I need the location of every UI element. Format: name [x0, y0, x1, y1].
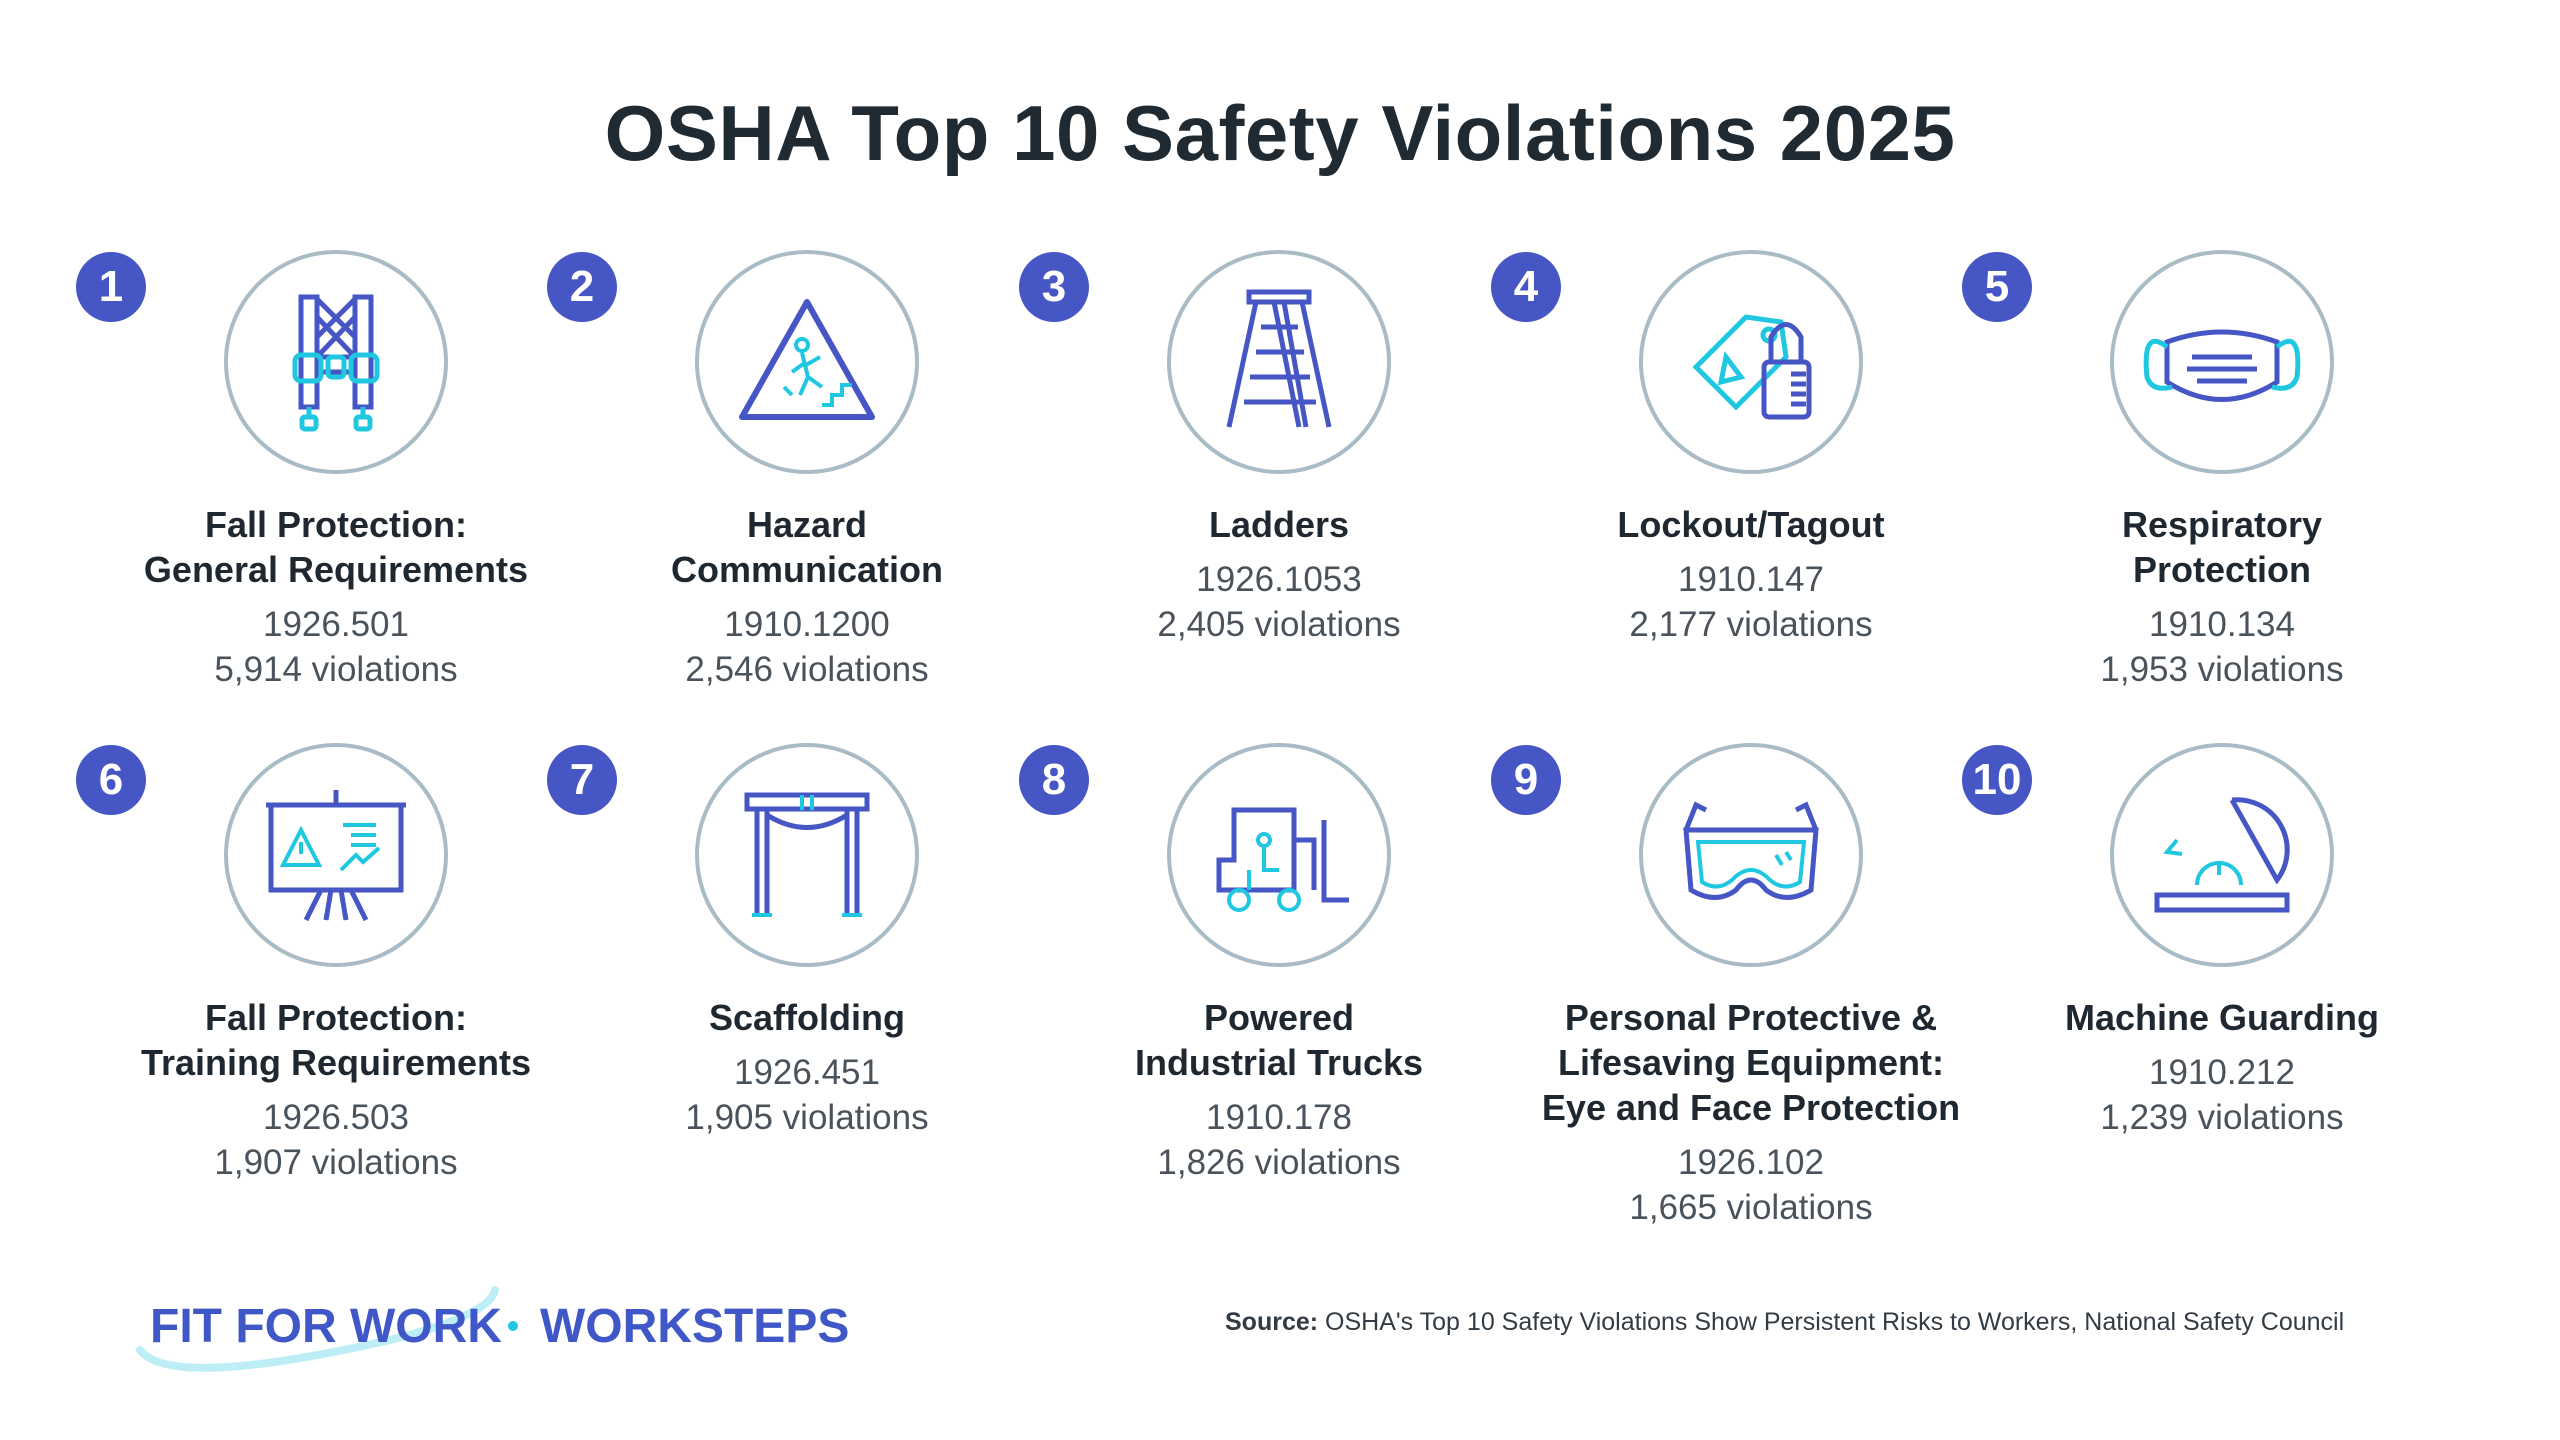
saw-guard-icon — [2154, 797, 2290, 913]
violation-name-line: Communication — [670, 549, 943, 590]
rank-badge: 9 — [1491, 745, 1561, 815]
violation-name-line: Ladders — [1208, 504, 1350, 545]
violation-label: Ladders 1926.1053 2,405 violations — [1049, 502, 1509, 647]
standard-code: 1910.212 — [2149, 1053, 2295, 1092]
violation-count: 2,405 violations — [1157, 605, 1401, 644]
rank-badge: 4 — [1491, 252, 1561, 322]
violation-name-line: General Requirements — [143, 549, 529, 590]
standard-code: 1926.451 — [734, 1053, 880, 1092]
mask-icon — [2143, 329, 2301, 402]
violation-count: 5,914 violations — [214, 650, 458, 689]
rank-badge: 5 — [1962, 252, 2032, 322]
safety-goggles-icon — [1683, 801, 1819, 900]
icon-circle — [224, 743, 448, 967]
violation-label: Hazard Communication 1910.1200 2,546 viol… — [577, 502, 1037, 692]
standard-code: 1926.503 — [263, 1098, 409, 1137]
standard-code: 1910.1200 — [724, 605, 890, 644]
rank-badge: 8 — [1019, 745, 1089, 815]
icon-circle — [2110, 250, 2334, 474]
presentation-board-icon — [266, 790, 406, 922]
icon-circle — [1639, 743, 1863, 967]
violation-name-line: Powered — [1203, 997, 1355, 1038]
standard-code: 1910.134 — [2149, 605, 2295, 644]
violation-name-line: Scaffolding — [709, 997, 905, 1038]
violation-name-line: Respiratory — [2121, 504, 2323, 545]
violation-count: 1,239 violations — [2100, 1098, 2344, 1137]
violation-name-line: Industrial Trucks — [1134, 1042, 1424, 1083]
icon-circle — [2110, 743, 2334, 967]
standard-code: 1910.147 — [1678, 560, 1824, 599]
source-citation: Source: OSHA's Top 10 Safety Violations … — [1225, 1308, 2344, 1337]
violation-count: 1,826 violations — [1157, 1143, 1401, 1182]
violation-count: 1,907 violations — [214, 1143, 458, 1182]
violation-label: Scaffolding 1926.451 1,905 violations — [577, 995, 1037, 1140]
source-text: OSHA's Top 10 Safety Violations Show Per… — [1318, 1308, 2345, 1336]
violation-label: Personal Protective & Lifesaving Equipmen… — [1521, 995, 1981, 1230]
ladder-icon — [1226, 289, 1332, 428]
violation-label: Respiratory Protection 1910.134 1,953 vio… — [1992, 502, 2452, 692]
icon-circle — [695, 250, 919, 474]
violation-count: 2,546 violations — [685, 650, 929, 689]
hazard-sign-icon — [739, 299, 875, 420]
violation-label: Powered Industrial Trucks 1910.178 1,826 … — [1049, 995, 1509, 1185]
rank-badge: 1 — [76, 252, 146, 322]
violation-label: Machine Guarding 1910.212 1,239 violatio… — [1992, 995, 2452, 1140]
violation-name-line: Protection — [2132, 549, 2311, 590]
violation-name-line: Lockout/Tagout — [1617, 504, 1885, 545]
icon-circle — [1639, 250, 1863, 474]
violation-label: Fall Protection: General Requirements 192… — [106, 502, 566, 692]
rank-badge: 3 — [1019, 252, 1089, 322]
violation-count: 1,665 violations — [1629, 1188, 1873, 1227]
violation-name-line: Fall Protection: — [204, 997, 468, 1038]
violation-name-line: Eye and Face Protection — [1541, 1087, 1961, 1128]
standard-code: 1926.501 — [263, 605, 409, 644]
logo-fit-for-work: FIT FOR WORK — [150, 1300, 502, 1353]
violation-count: 1,905 violations — [685, 1098, 929, 1137]
violation-name-line: Lifesaving Equipment: — [1557, 1042, 1945, 1083]
violation-count: 2,177 violations — [1629, 605, 1873, 644]
scaffold-icon — [744, 792, 870, 917]
logo-worksteps: WORKSTEPS — [540, 1300, 849, 1353]
violation-name-line: Hazard — [746, 504, 868, 545]
icon-circle — [1167, 250, 1391, 474]
violation-count: 1,953 violations — [2100, 650, 2344, 689]
icon-circle — [1167, 743, 1391, 967]
rank-badge: 7 — [547, 745, 617, 815]
rank-badge: 10 — [1962, 745, 2032, 815]
violation-name-line: Personal Protective & — [1564, 997, 1938, 1038]
rank-badge: 2 — [547, 252, 617, 322]
fit-for-work-worksteps-logo: FIT FOR WORK WORKSTEPS — [136, 1286, 849, 1372]
harness-icon — [292, 294, 380, 432]
icon-circle — [224, 250, 448, 474]
violation-label: Lockout/Tagout 1910.147 2,177 violations — [1521, 502, 1981, 647]
violation-name-line: Fall Protection: — [204, 504, 468, 545]
standard-code: 1910.178 — [1206, 1098, 1352, 1137]
icon-circle — [695, 743, 919, 967]
standard-code: 1926.102 — [1678, 1143, 1824, 1182]
violation-name-line: Machine Guarding — [2064, 997, 2380, 1038]
forklift-icon — [1216, 807, 1349, 912]
standard-code: 1926.1053 — [1196, 560, 1362, 599]
violation-name-line: Training Requirements — [140, 1042, 532, 1083]
rank-badge: 6 — [76, 745, 146, 815]
violation-label: Fall Protection: Training Requirements 19… — [106, 995, 566, 1185]
page-title: OSHA Top 10 Safety Violations 2025 — [604, 89, 1956, 177]
lock-tag-icon — [1692, 314, 1812, 420]
source-label: Source: — [1225, 1308, 1319, 1336]
